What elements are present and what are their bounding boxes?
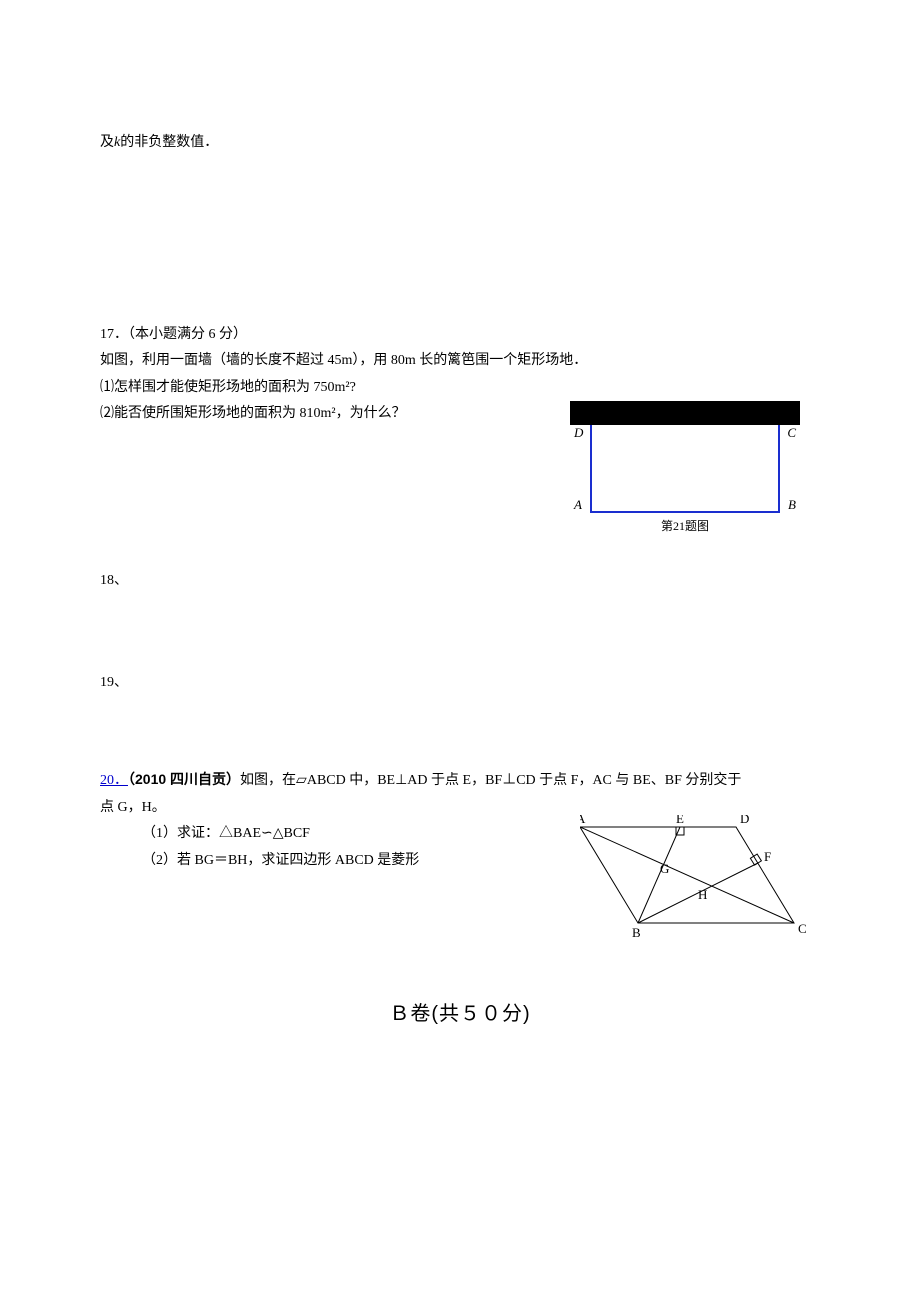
gap-1 bbox=[100, 157, 820, 322]
q17-row: ⑵能否使所围矩形场地的面积为 810m²，为什么？ D C A B 第21题图 bbox=[100, 401, 820, 428]
lblD: D bbox=[740, 815, 749, 826]
q20-figure: A D B C E F G H bbox=[580, 815, 820, 945]
label-D: D bbox=[574, 421, 583, 446]
q17-wall bbox=[570, 401, 800, 425]
section-b-title: Ｂ卷(共５０分) bbox=[100, 995, 820, 1033]
parallelogram-icon: ▱ bbox=[296, 771, 307, 787]
q17-caption: 第21题图 bbox=[570, 515, 800, 538]
label-C: C bbox=[787, 421, 796, 446]
q19: 19、 bbox=[100, 670, 820, 697]
lblG: G bbox=[660, 861, 669, 876]
q18: 18、 bbox=[100, 568, 820, 595]
q17-rect: D C A B bbox=[590, 425, 780, 513]
lblH: H bbox=[698, 887, 707, 902]
lblE: E bbox=[676, 815, 684, 826]
q17-figure: D C A B 第21题图 bbox=[570, 401, 800, 538]
lblF: F bbox=[764, 849, 771, 864]
gap-3 bbox=[100, 595, 820, 670]
pre-b: 的非负整数值． bbox=[120, 135, 218, 150]
pre-a: 及 bbox=[100, 135, 114, 150]
q20-l1b: ABCD 中，BE⊥AD 于点 E，BF⊥CD 于点 F，AC 与 BE、BF … bbox=[307, 773, 742, 788]
q20-l1a: 如图，在 bbox=[240, 773, 296, 788]
q17-l1: 如图，利用一面墙（墙的长度不超过 45m），用 80m 长的篱笆围一个矩形场地． bbox=[100, 348, 820, 375]
label-A: A bbox=[574, 493, 582, 518]
lblA: A bbox=[580, 815, 586, 826]
q20-num: 20． bbox=[100, 773, 128, 788]
label-B: B bbox=[788, 493, 796, 518]
q20-l1: 20．（2010 四川自贡）如图，在▱ABCD 中，BE⊥AD 于点 E，BF⊥… bbox=[100, 766, 820, 795]
q17-header: 17．（本小题满分 6 分） bbox=[100, 322, 820, 349]
lblC: C bbox=[798, 921, 807, 936]
q20-row: （1）求证：△BAE∽△BCF （2）若 BG＝BH，求证四边形 ABCD 是菱… bbox=[100, 821, 820, 874]
gap-4 bbox=[100, 696, 820, 766]
q20-svg: A D B C E F G H bbox=[580, 815, 820, 945]
pre-line: 及k的非负整数值． bbox=[100, 130, 820, 157]
q17-l2: ⑴怎样围才能使矩形场地的面积为 750m²? bbox=[100, 375, 820, 402]
lblB: B bbox=[632, 925, 641, 940]
q20-src: （2010 四川自贡） bbox=[128, 771, 240, 787]
